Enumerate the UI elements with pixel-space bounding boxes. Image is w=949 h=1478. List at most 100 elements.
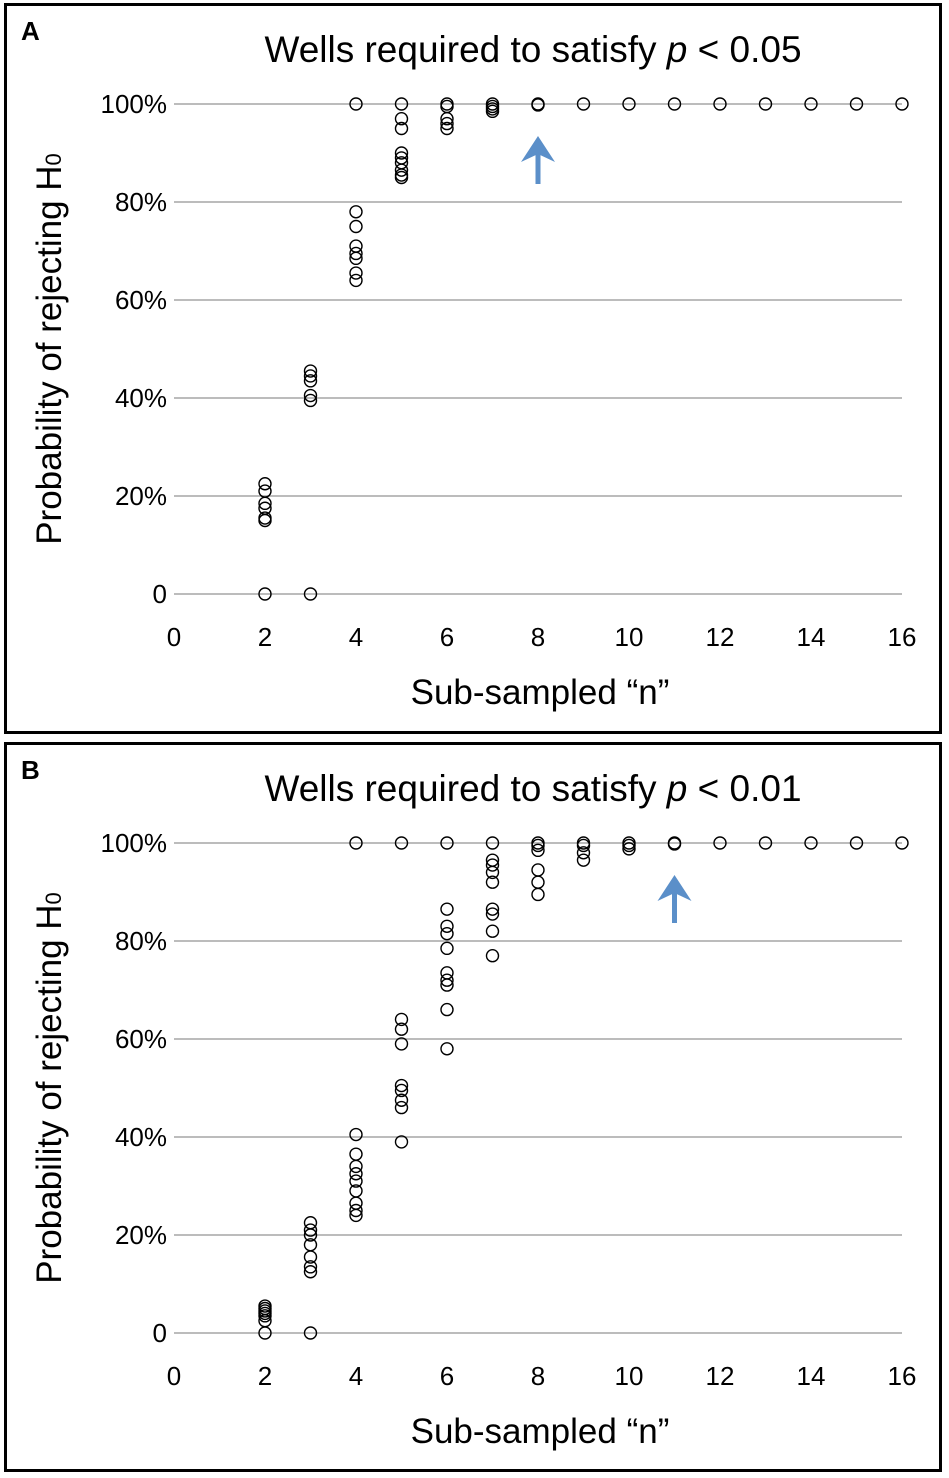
data-point — [576, 846, 591, 860]
data-point — [303, 364, 318, 378]
data-point — [349, 273, 363, 288]
y-axis-label-text: Probability of rejecting H — [30, 165, 69, 544]
data-point — [349, 1147, 363, 1161]
data-point — [531, 887, 545, 902]
data-point — [349, 1127, 363, 1142]
data-point — [758, 97, 773, 111]
y-tick-label-20: 20% — [115, 481, 167, 511]
data-point — [394, 1078, 409, 1093]
data-point — [849, 97, 864, 111]
data-point — [349, 1196, 363, 1210]
y-tick-label-20: 20% — [115, 1220, 167, 1250]
data-point — [622, 836, 636, 850]
chart-title-p: p — [666, 29, 688, 70]
data-point — [349, 1174, 363, 1188]
x-tick-label-4: 4 — [349, 1361, 363, 1391]
data-point — [394, 121, 409, 136]
data-point — [394, 97, 409, 111]
arrow-indicator — [521, 136, 555, 184]
chart-title: Wells required to satisfy p < 0.01 — [264, 768, 801, 809]
x-tick-label-12: 12 — [706, 1361, 735, 1391]
data-point — [394, 1093, 409, 1107]
data-point — [303, 393, 318, 408]
data-point — [303, 587, 318, 601]
data-point — [485, 875, 500, 889]
x-axis-label: Sub-sampled “n” — [411, 673, 670, 712]
data-point — [303, 1238, 318, 1252]
data-point — [394, 151, 409, 165]
data-point — [440, 919, 454, 934]
data-point — [440, 966, 454, 980]
data-point — [394, 836, 409, 850]
data-points — [258, 836, 909, 1340]
y-tick-label-80: 80% — [115, 926, 167, 956]
data-point — [394, 1012, 409, 1027]
chart-title-suffix: < 0.01 — [687, 768, 801, 809]
data-point — [349, 1184, 363, 1198]
data-point — [485, 836, 500, 850]
data-point — [622, 97, 636, 111]
scatter-chart-b: B Wells required to satisfy p < 0.01 0 20% 4… — [21, 755, 916, 1451]
data-point — [394, 156, 409, 170]
data-point — [303, 1265, 318, 1279]
data-point — [622, 842, 636, 856]
data-point — [531, 97, 545, 111]
x-tick-label-16: 16 — [888, 622, 917, 652]
data-point — [485, 902, 500, 916]
data-point — [485, 853, 500, 867]
y-tick-label-40: 40% — [115, 383, 167, 413]
data-point — [394, 1037, 409, 1051]
data-point — [394, 1083, 409, 1098]
x-tick-label-0: 0 — [167, 1361, 181, 1391]
x-tick-label-10: 10 — [615, 622, 644, 652]
data-point — [440, 1042, 454, 1056]
chart-panel-b: B Wells required to satisfy p < 0.01 0 20% 4… — [4, 742, 942, 1472]
data-point — [485, 907, 500, 921]
data-point — [349, 1167, 363, 1181]
x-tick-label-2: 2 — [258, 1361, 272, 1391]
data-point — [485, 924, 500, 938]
y-axis-label: Probability of rejecting H0 — [30, 892, 69, 1284]
arrow-head — [521, 136, 555, 162]
data-point — [394, 146, 409, 160]
data-point — [303, 1223, 318, 1237]
data-point — [349, 246, 363, 261]
y-axis-label-text: Probability of rejecting H — [30, 904, 69, 1283]
x-tick-label-14: 14 — [797, 622, 826, 652]
y-tick-label-80: 80% — [115, 187, 167, 217]
y-axis-label: Probability of rejecting H0 — [30, 153, 69, 545]
data-point — [394, 111, 409, 126]
data-point — [531, 875, 545, 889]
arrow-head — [657, 875, 692, 901]
panel-letter: A — [21, 16, 40, 46]
data-point — [440, 121, 454, 136]
data-point — [531, 863, 545, 877]
data-point — [485, 97, 500, 111]
data-point — [303, 1260, 318, 1274]
data-point — [303, 388, 318, 403]
x-tick-label-6: 6 — [440, 622, 454, 652]
data-point — [349, 239, 363, 253]
data-point — [394, 1135, 409, 1149]
y-tick-label-100: 100% — [101, 828, 168, 858]
data-point — [713, 97, 727, 111]
data-point — [804, 836, 818, 850]
data-points — [258, 97, 909, 601]
x-tick-label-4: 4 — [349, 622, 363, 652]
data-point — [349, 97, 363, 111]
data-point — [258, 1299, 272, 1313]
data-point — [394, 1100, 409, 1115]
y-axis-label-subscript: 0 — [41, 153, 66, 165]
data-point — [349, 266, 363, 280]
arrow-indicator — [657, 875, 692, 923]
data-point — [303, 374, 318, 388]
chart-title-suffix: < 0.05 — [687, 29, 801, 70]
data-point — [440, 926, 454, 941]
data-point — [804, 97, 818, 111]
data-point — [667, 836, 682, 850]
chart-panel-a: A Wells required to satisfy p < 0.05 0 20% 4… — [4, 3, 942, 734]
data-point — [349, 205, 363, 219]
data-point — [258, 501, 272, 515]
x-axis-label: Sub-sampled “n” — [411, 1412, 670, 1451]
y-axis-label-subscript: 0 — [41, 892, 66, 904]
